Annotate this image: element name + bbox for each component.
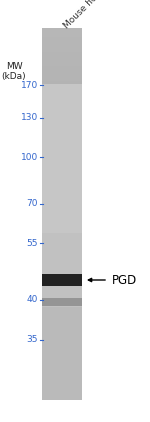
Text: MW
(kDa): MW (kDa) [2,62,26,81]
Bar [42,298,82,306]
Text: Mouse heart: Mouse heart [62,0,108,30]
Text: 70: 70 [27,200,38,208]
Bar [42,274,82,286]
Text: 55: 55 [27,238,38,247]
Text: 35: 35 [27,335,38,344]
Text: 170: 170 [21,81,38,89]
Text: 100: 100 [21,152,38,162]
Text: 130: 130 [21,114,38,122]
Text: 40: 40 [27,295,38,305]
Text: PGD: PGD [112,273,137,287]
